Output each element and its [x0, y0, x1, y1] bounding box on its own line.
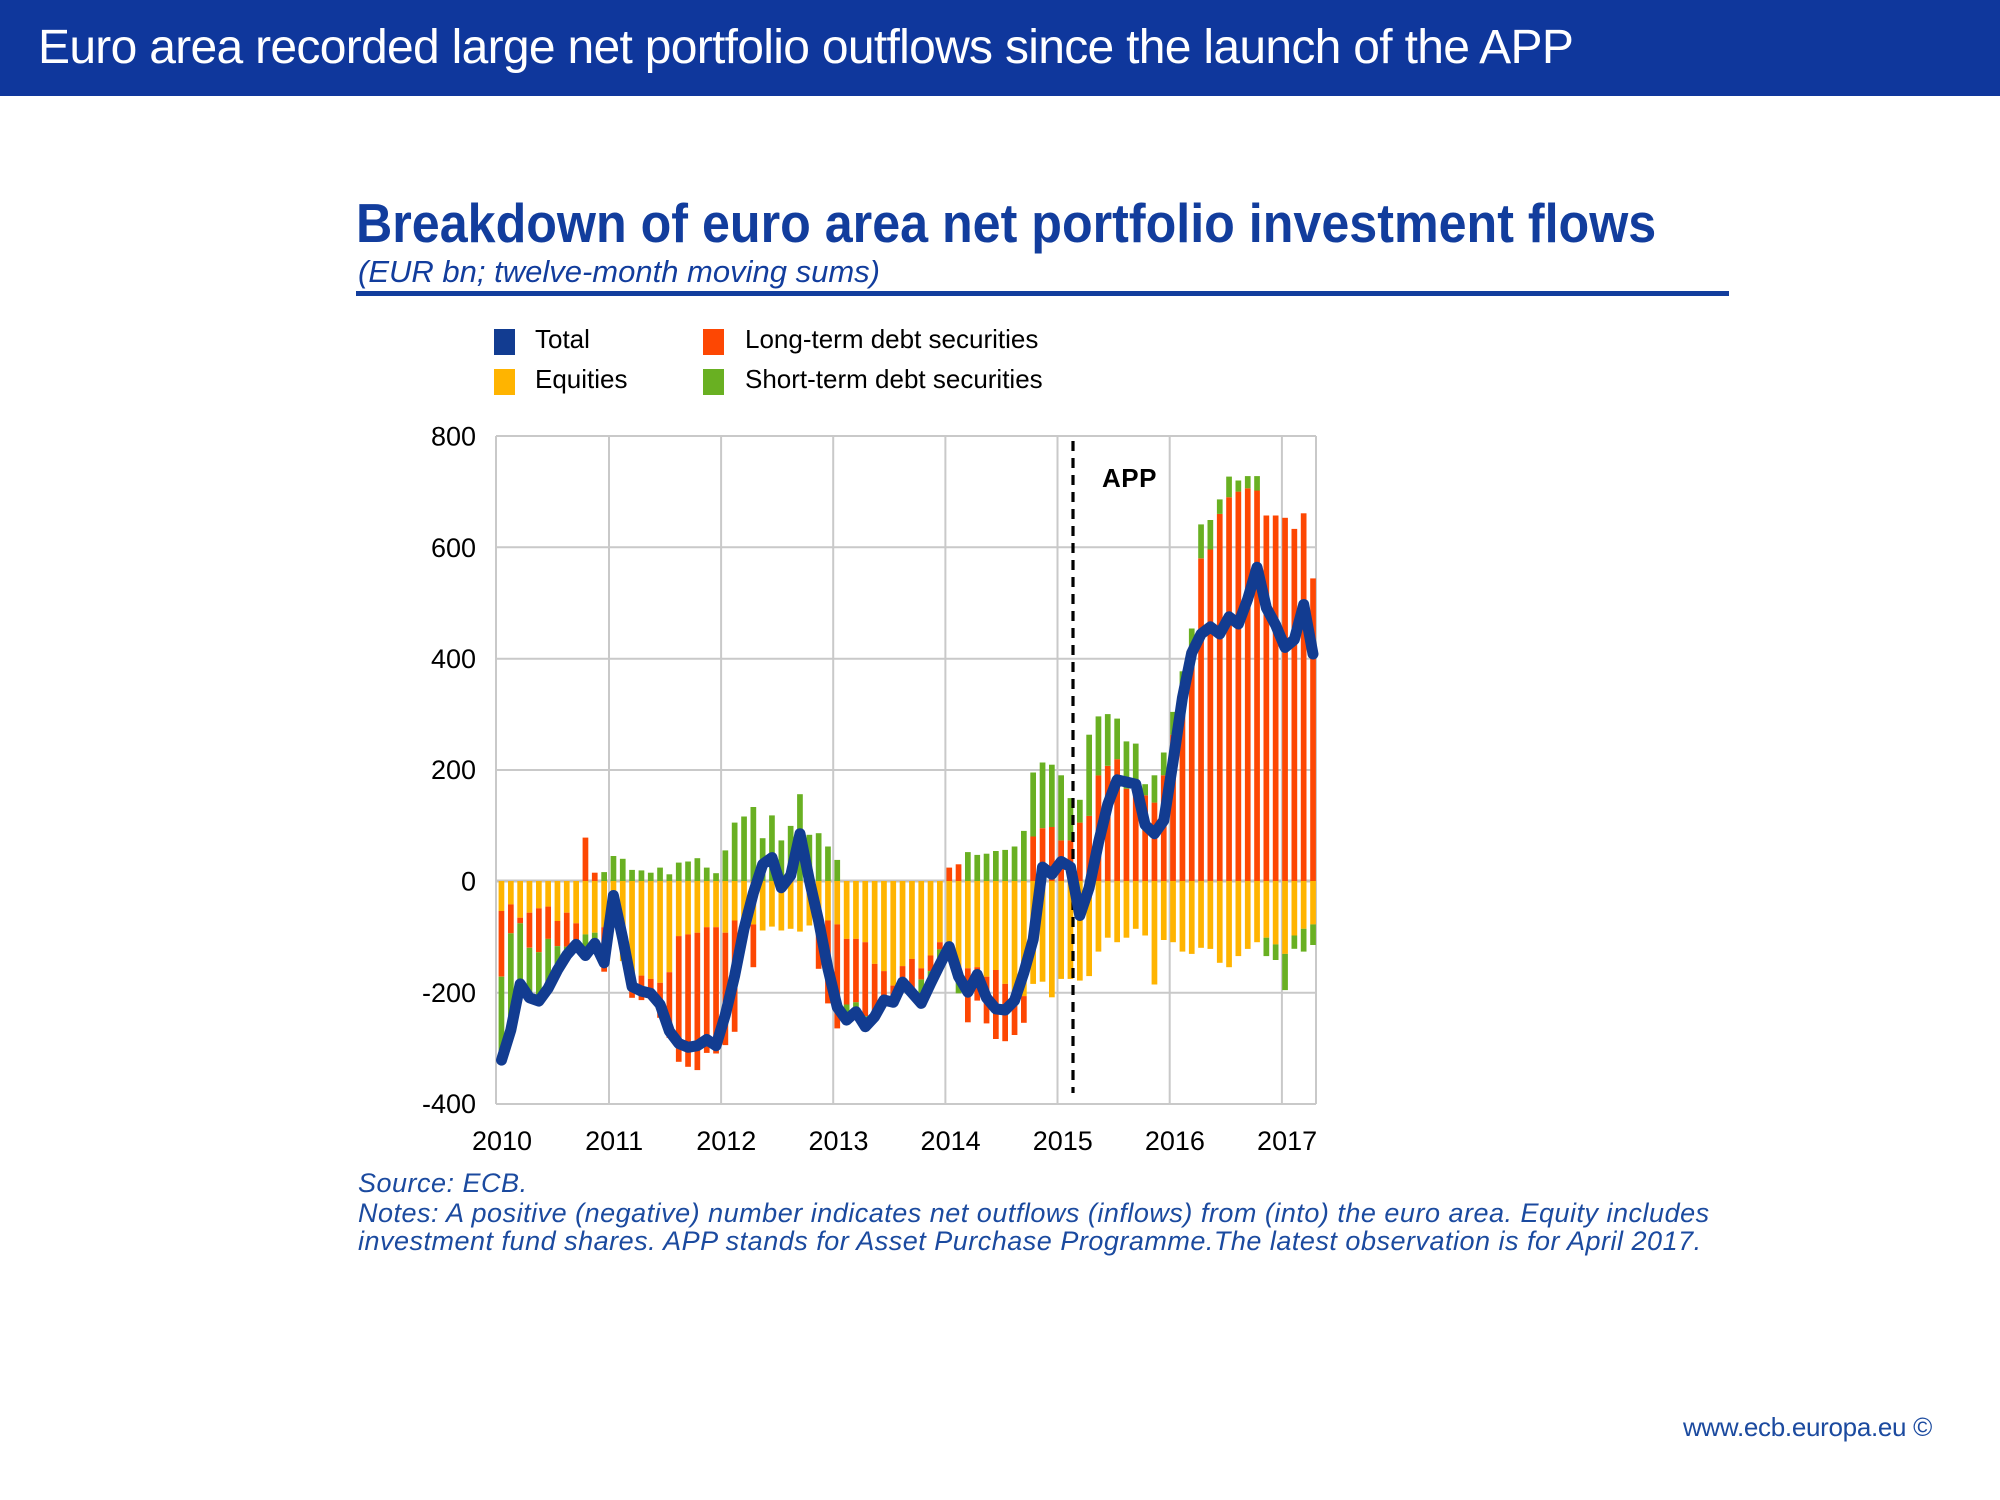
svg-text:APP: APP	[1102, 463, 1157, 493]
svg-text:2015: 2015	[1033, 1126, 1093, 1156]
svg-text:600: 600	[431, 533, 476, 563]
svg-text:2013: 2013	[808, 1126, 868, 1156]
svg-text:-400: -400	[422, 1089, 476, 1119]
svg-text:2016: 2016	[1145, 1126, 1205, 1156]
svg-text:400: 400	[431, 644, 476, 674]
svg-text:0: 0	[461, 867, 476, 897]
svg-text:800: 800	[431, 422, 476, 452]
svg-text:2010: 2010	[472, 1126, 532, 1156]
svg-text:2017: 2017	[1257, 1126, 1317, 1156]
svg-text:-200: -200	[422, 978, 476, 1008]
svg-text:2011: 2011	[585, 1126, 643, 1156]
svg-text:2014: 2014	[921, 1126, 981, 1156]
svg-text:200: 200	[431, 755, 476, 785]
svg-text:2012: 2012	[696, 1126, 756, 1156]
